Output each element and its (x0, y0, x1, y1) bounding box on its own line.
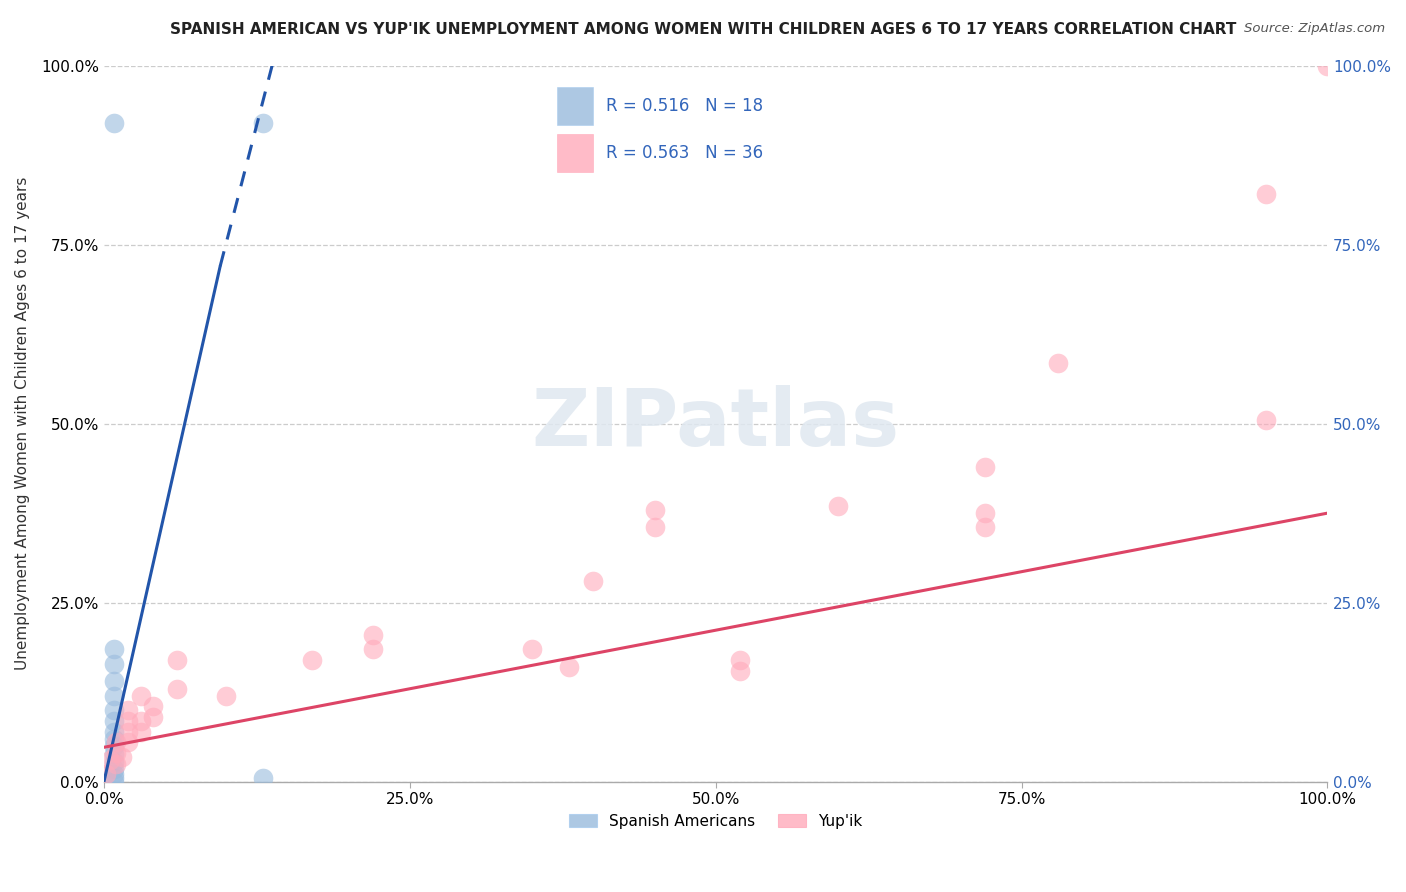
Point (103, 755, 125, 769)
Point (166, 653, 188, 667)
Point (96, 767, 118, 781)
Point (117, 714, 139, 728)
Point (973, 520, 995, 534)
Text: Source: ZipAtlas.com: Source: ZipAtlas.com (1244, 22, 1385, 36)
Point (1256, 413, 1278, 427)
Point (166, 681, 188, 696)
Point (142, 699, 165, 714)
Legend: Spanish Americans, Yup'ik: Spanish Americans, Yup'ik (564, 807, 868, 835)
Point (142, 710, 165, 724)
Point (117, 724, 139, 739)
Point (1256, 187, 1278, 202)
Point (582, 574, 605, 589)
Point (117, 735, 139, 749)
Point (522, 642, 544, 657)
Point (105, 756, 128, 771)
Point (103, 714, 125, 728)
Point (103, 642, 125, 657)
Point (103, 116, 125, 130)
Point (103, 739, 125, 753)
Point (117, 703, 139, 717)
Point (644, 520, 666, 534)
Point (558, 660, 581, 674)
Point (361, 642, 384, 657)
Point (103, 771, 125, 785)
Point (103, 767, 125, 781)
Point (361, 628, 384, 642)
Point (252, 771, 274, 785)
Point (103, 762, 125, 776)
Point (103, 724, 125, 739)
Point (728, 653, 751, 667)
Point (103, 703, 125, 717)
Y-axis label: Unemployment Among Women with Children Ages 6 to 17 years: Unemployment Among Women with Children A… (15, 177, 30, 670)
Point (827, 499, 849, 513)
Point (105, 735, 128, 749)
Point (1316, 59, 1339, 73)
Text: SPANISH AMERICAN VS YUP'IK UNEMPLOYMENT AMONG WOMEN WITH CHILDREN AGES 6 TO 17 Y: SPANISH AMERICAN VS YUP'IK UNEMPLOYMENT … (170, 22, 1236, 37)
Point (129, 689, 152, 703)
Point (129, 724, 152, 739)
Text: ZIPatlas: ZIPatlas (531, 384, 900, 463)
Point (103, 747, 125, 762)
Point (644, 502, 666, 516)
Point (103, 657, 125, 671)
Point (103, 774, 125, 789)
Point (1047, 356, 1070, 370)
Point (973, 459, 995, 474)
Point (105, 746, 128, 760)
Point (111, 749, 134, 764)
Point (103, 674, 125, 689)
Point (98, 753, 121, 767)
Point (728, 664, 751, 678)
Point (103, 731, 125, 746)
Point (973, 506, 995, 520)
Point (129, 714, 152, 728)
Point (215, 689, 238, 703)
Point (103, 689, 125, 703)
Point (301, 653, 323, 667)
Point (252, 116, 274, 130)
